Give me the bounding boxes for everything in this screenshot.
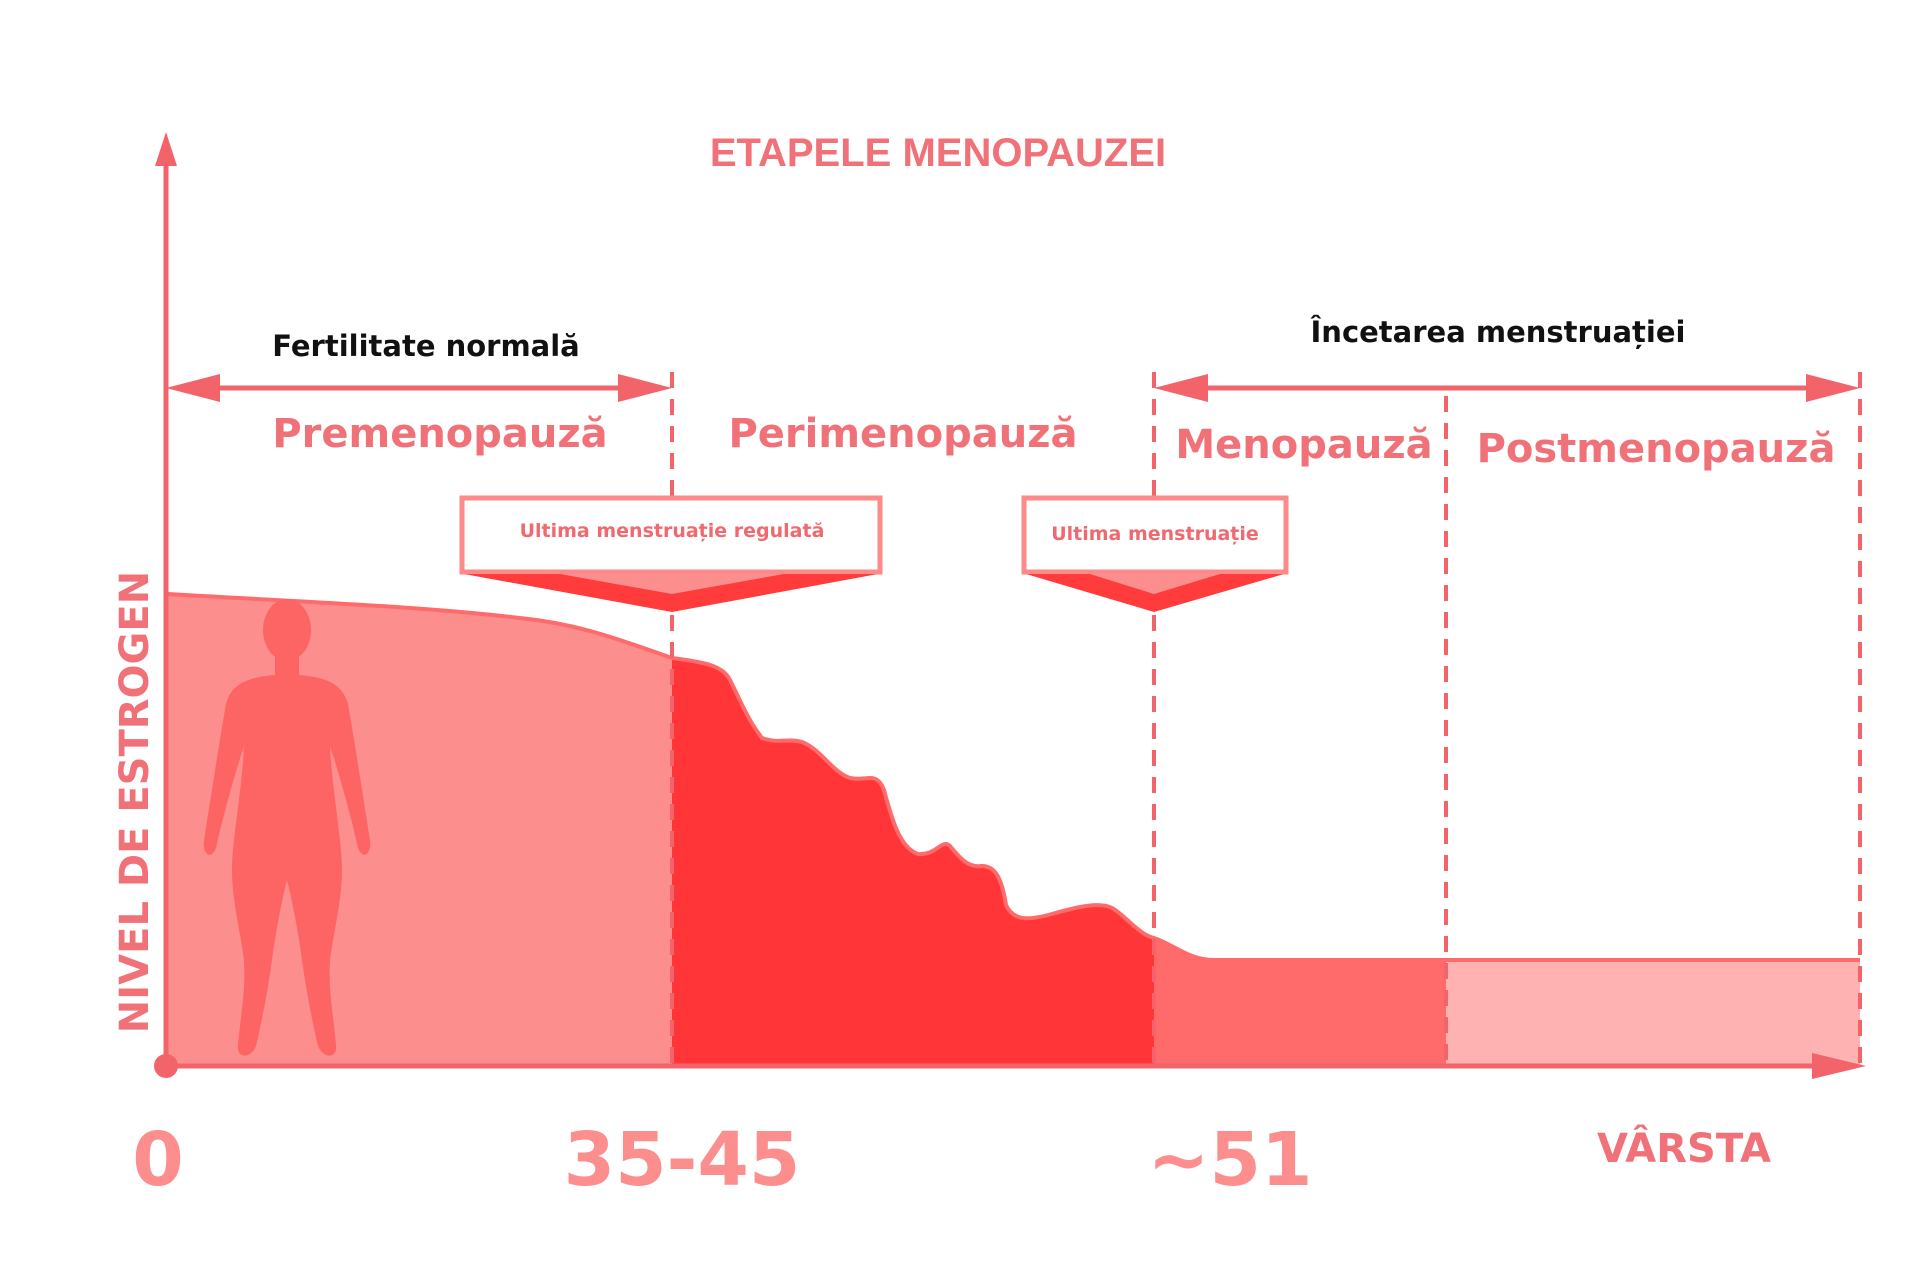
callout-last-menstruation: Ultima menstruație — [1021, 495, 1289, 612]
callout-last-regular-menstruation-label: Ultima menstruație regulată — [520, 520, 825, 542]
fertility-arrow-left — [166, 374, 220, 402]
x-axis-arrow — [1812, 1053, 1866, 1079]
x-tick-35-45: 35-45 — [564, 1117, 801, 1203]
menopause-area — [1154, 938, 1446, 1066]
y-axis-label: NIVEL DE ESTROGEN — [112, 571, 158, 1033]
chart-title: ETAPELE MENOPAUZEI — [710, 131, 1166, 175]
phase-label-perimenopause: Perimenopauză — [728, 411, 1077, 457]
x-axis-label: VÂRSTA — [1597, 1124, 1771, 1172]
estrogen-curve-outline — [167, 592, 1860, 962]
perimenopause-area — [672, 658, 1154, 1066]
origin-dot — [154, 1054, 178, 1078]
fertility-arrow-right — [618, 374, 672, 402]
phase-label-menopause: Menopauză — [1175, 422, 1432, 468]
postmenopause-area — [1446, 960, 1860, 1066]
x-tick-0: 0 — [132, 1117, 184, 1203]
female-silhouette-icon — [203, 599, 371, 1056]
period-label-fertility: Fertilitate normală — [272, 329, 580, 363]
x-tick-51: ~51 — [1148, 1117, 1313, 1203]
cessation-arrow-right — [1806, 374, 1860, 402]
callout-last-regular-menstruation: Ultima menstruație regulată — [459, 495, 883, 612]
cessation-arrow-left — [1154, 374, 1208, 402]
phase-label-postmenopause: Postmenopauză — [1477, 426, 1836, 472]
phase-label-premenopause: Premenopauză — [272, 411, 607, 457]
y-axis-arrow — [155, 132, 177, 166]
callout-last-menstruation-label: Ultima menstruație — [1051, 523, 1259, 545]
period-label-cessation: Încetarea menstruației — [1311, 315, 1686, 349]
